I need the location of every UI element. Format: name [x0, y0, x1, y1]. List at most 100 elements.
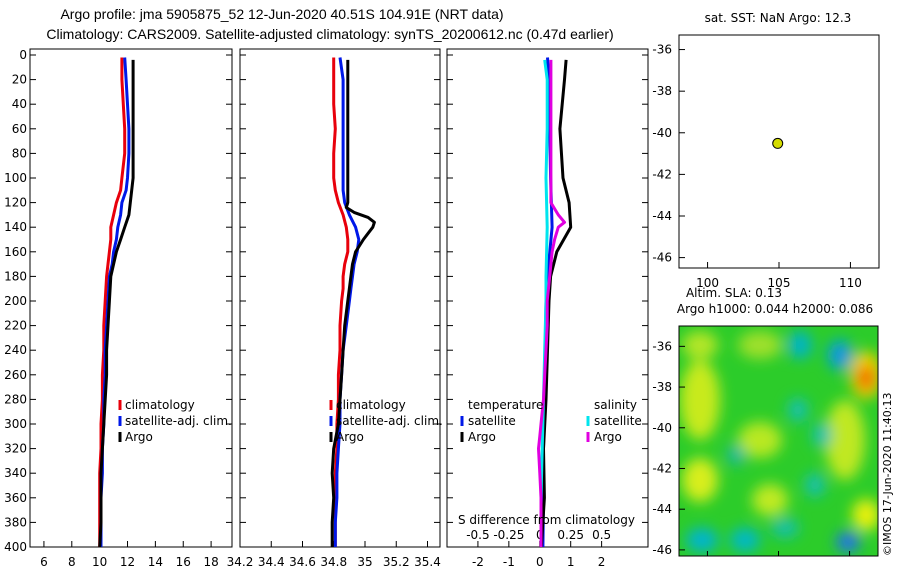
depth-tick-label: 0	[19, 48, 27, 62]
series-line-satellite-adj-clim-	[333, 57, 361, 547]
sla-y-tick-label: -44	[652, 502, 672, 516]
sla-blob	[858, 366, 874, 390]
temperature-series	[98, 57, 135, 548]
depth-tick-label: 60	[12, 122, 27, 136]
sla-blob	[680, 360, 720, 440]
salinity-x-axis: 34.2 34.4 34.6 34.8 35 35.2 35.4	[227, 541, 441, 569]
legend-climatology: climatology	[125, 398, 195, 412]
legend-climatology: climatology	[336, 398, 406, 412]
x-tick-label: 10	[92, 555, 107, 569]
legend-argo: Argo	[336, 430, 364, 444]
sst-x-tick-label: 105	[768, 276, 791, 290]
depth-tick-label: 160	[4, 245, 27, 259]
x-tick-label: 1	[567, 555, 575, 569]
temperature-panel-frame	[29, 48, 233, 548]
difference-panel-frame	[446, 48, 649, 548]
depth-tick-label: 180	[4, 269, 27, 283]
depth-tick-label: 100	[4, 171, 27, 185]
sla-blob	[771, 518, 799, 538]
sst-y-tick-label: -46	[652, 251, 672, 265]
sst-map-title: sat. SST: NaN Argo: 12.3	[705, 11, 852, 25]
legend-sal-argo: Argo	[594, 430, 622, 444]
x-tick-label: 34.2	[227, 555, 254, 569]
sla-blob	[788, 398, 808, 422]
depth-tick-label: 20	[12, 73, 27, 87]
x-tick-label: 34.6	[289, 555, 316, 569]
salinity-legend: climatology satellite-adj. clim. Argo	[329, 398, 443, 444]
sla-blob	[834, 348, 846, 362]
s-difference-title: S difference from climatology	[458, 513, 635, 527]
sla-subtitle: Argo h1000: 0.044 h2000: 0.086	[677, 302, 873, 316]
x-tick-label: 35	[357, 555, 372, 569]
x-tick-label: 8	[68, 555, 76, 569]
depth-axis: 0 20 40 60 80 100 120 140 160 180 200 220 240 260 280 3…	[4, 48, 648, 554]
sla-title: Altim. SLA: 0.13	[686, 286, 782, 300]
legend-temp-argo: Argo	[468, 430, 496, 444]
sla-blob	[730, 528, 760, 552]
depth-tick-label: 260	[4, 368, 27, 382]
series-line-climatology	[332, 57, 350, 547]
depth-tick-label: 380	[4, 515, 27, 529]
temperature-x-axis: 6 8 10 12 14 16 18	[40, 541, 219, 569]
depth-tick-label: 80	[12, 146, 27, 160]
series-line-salinity-satellite	[539, 59, 549, 547]
sla-blob	[682, 331, 718, 359]
x-tick-label: 35.2	[383, 555, 410, 569]
sst-y-tick-label: -36	[652, 43, 672, 57]
profile-title: Argo profile: jma 5905875_52 12-Jun-2020…	[60, 6, 504, 22]
depth-tick-label: 340	[4, 466, 27, 480]
salinity-panel-frame	[239, 48, 441, 548]
temperature-legend: climatology satellite-adj. clim. Argo	[118, 398, 232, 444]
legend-temp-satellite: satellite	[468, 414, 516, 428]
x-tick-label: -2	[472, 555, 484, 569]
series-line-argo	[330, 59, 376, 547]
sla-y-tick-label: -38	[652, 380, 672, 394]
sla-blob	[825, 400, 865, 480]
s-diff-tick-label: -0.5	[466, 528, 489, 542]
sst-x-tick-label: 110	[839, 276, 862, 290]
difference-x-axis: -2 -1 0 1 2	[472, 541, 605, 569]
x-tick-label: 12	[120, 555, 135, 569]
sst-map-points	[772, 137, 784, 149]
s-diff-tick-label: 0.25	[557, 528, 584, 542]
legend-temperature-title: temperature	[468, 398, 543, 412]
sla-blob	[812, 423, 832, 447]
x-tick-label: -1	[503, 555, 515, 569]
sst-map-axes: -36 -38 -40 -42 -44 -46 100 105 110	[652, 43, 861, 290]
depth-tick-label: 240	[4, 343, 27, 357]
depth-tick-label: 40	[12, 97, 27, 111]
depth-tick-label: 280	[4, 392, 27, 406]
climatology-title: Climatology: CARS2009. Satellite-adjuste…	[46, 26, 614, 42]
imos-credit: ©IMOS 17-Jun-2020 11:40:13	[881, 392, 894, 556]
sst-y-tick-label: -42	[652, 167, 672, 181]
sst-y-tick-label: -44	[652, 209, 672, 223]
x-tick-label: 35.4	[414, 555, 441, 569]
legend-satellite-adj: satellite-adj. clim.	[125, 414, 232, 428]
sst-y-tick-label: -38	[652, 84, 672, 98]
sla-blob	[836, 532, 860, 552]
depth-tick-label: 200	[4, 294, 27, 308]
s-diff-tick-label: -0.25	[493, 528, 524, 542]
sla-blob	[682, 458, 718, 502]
depth-tick-label: 220	[4, 319, 27, 333]
sst-y-tick-label: -40	[652, 126, 672, 140]
difference-legend: temperature satellite Argo salinity sate…	[458, 398, 642, 527]
legend-sal-satellite: satellite	[594, 414, 642, 428]
sla-blob	[727, 445, 745, 465]
depth-tick-label: 320	[4, 442, 27, 456]
difference-series	[537, 57, 573, 548]
sla-field	[680, 331, 878, 552]
legend-salinity-title: salinity	[594, 398, 637, 412]
sla-blob	[805, 473, 825, 497]
series-line-argo	[98, 59, 135, 548]
sla-y-tick-label: -42	[652, 461, 672, 475]
x-tick-label: 0	[536, 555, 544, 569]
depth-tick-label: 360	[4, 491, 27, 505]
x-tick-label: 2	[598, 555, 606, 569]
x-tick-label: 14	[148, 555, 163, 569]
sla-heatmap	[679, 326, 878, 556]
x-tick-label: 34.4	[258, 555, 285, 569]
salinity-series	[330, 57, 376, 547]
x-tick-label: 18	[203, 555, 218, 569]
sla-blob	[752, 484, 788, 516]
